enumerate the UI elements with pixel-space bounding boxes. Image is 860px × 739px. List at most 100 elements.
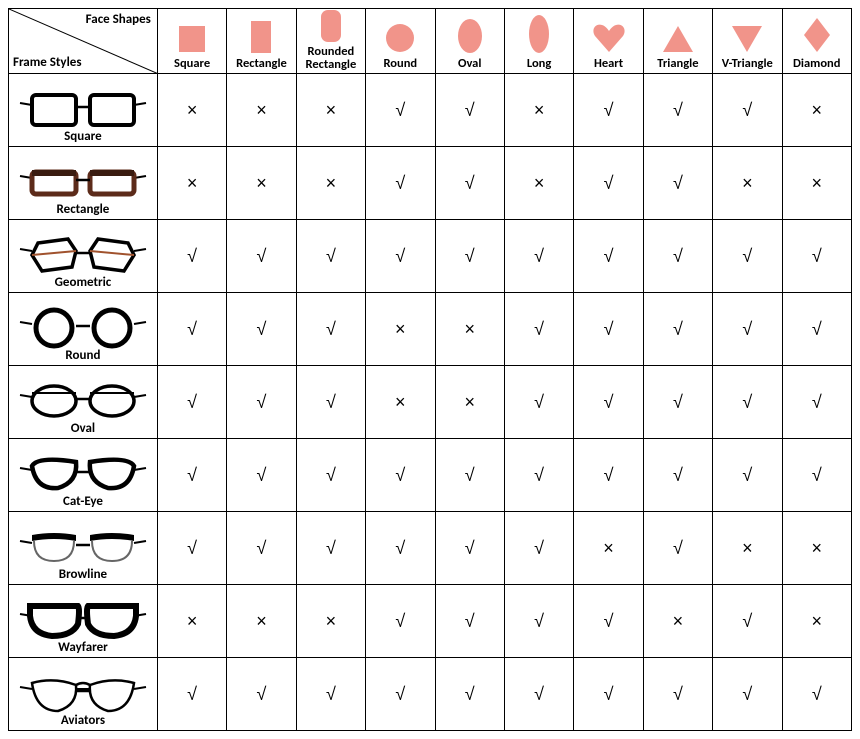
cell-aviators-triangle: √ <box>643 658 712 731</box>
col-head-rounded_rectangle: RoundedRectangle <box>296 9 365 74</box>
cell-geometric-triangle: √ <box>643 220 712 293</box>
row-head-aviators: Aviators <box>9 658 158 731</box>
col-head-diamond: Diamond <box>782 9 851 74</box>
cell-cateye-rounded_rectangle: √ <box>296 439 365 512</box>
cell-round-vtriangle: √ <box>713 293 782 366</box>
v-triangle-shape-icon <box>730 24 764 54</box>
cell-aviators-diamond: √ <box>782 658 851 731</box>
cell-square-rectangle: × <box>227 74 296 147</box>
frame-wayfarer-icon <box>18 598 148 642</box>
cell-cateye-triangle: √ <box>643 439 712 512</box>
cell-aviators-rounded_rectangle: √ <box>296 658 365 731</box>
heart-shape-icon <box>592 22 626 54</box>
corner-top-label: Face Shapes <box>86 12 151 27</box>
cell-square-vtriangle: √ <box>713 74 782 147</box>
cell-geometric-round: √ <box>366 220 435 293</box>
cell-wayfarer-vtriangle: √ <box>713 585 782 658</box>
row-head-square: Square <box>9 74 158 147</box>
cell-geometric-heart: √ <box>574 220 643 293</box>
frame-browline-icon <box>18 525 148 569</box>
cell-aviators-long: √ <box>504 658 573 731</box>
cell-square-round: √ <box>366 74 435 147</box>
cell-square-rounded_rectangle: × <box>296 74 365 147</box>
cell-browline-diamond: × <box>782 512 851 585</box>
col-label: Heart <box>594 56 623 71</box>
frame-geometric-icon <box>18 233 148 277</box>
cell-geometric-square: √ <box>157 220 226 293</box>
frame-round-icon <box>18 306 148 350</box>
cell-cateye-round: √ <box>366 439 435 512</box>
cell-oval-oval: × <box>435 366 504 439</box>
cell-wayfarer-rounded_rectangle: × <box>296 585 365 658</box>
cell-oval-rectangle: √ <box>227 366 296 439</box>
cell-round-long: √ <box>504 293 573 366</box>
cell-round-heart: √ <box>574 293 643 366</box>
long-oval-shape-icon <box>527 14 551 54</box>
corner-bottom-label: Frame Styles <box>13 55 82 70</box>
cell-round-round: × <box>366 293 435 366</box>
cell-wayfarer-long: √ <box>504 585 573 658</box>
cell-rectangle-round: √ <box>366 147 435 220</box>
col-head-rectangle: Rectangle <box>227 9 296 74</box>
square-shape-icon <box>177 24 207 54</box>
col-label: Diamond <box>793 56 840 71</box>
cell-wayfarer-diamond: × <box>782 585 851 658</box>
cell-cateye-oval: √ <box>435 439 504 512</box>
col-label: Triangle <box>657 56 698 71</box>
corner-cell: Face Shapes Frame Styles <box>9 9 158 74</box>
cell-wayfarer-oval: √ <box>435 585 504 658</box>
cell-oval-square: √ <box>157 366 226 439</box>
rectangle-shape-icon <box>248 20 274 54</box>
frame-cateye-icon <box>18 452 148 496</box>
frame-square-icon <box>18 87 148 131</box>
cell-geometric-vtriangle: √ <box>713 220 782 293</box>
cell-rectangle-square: × <box>157 147 226 220</box>
cell-round-square: √ <box>157 293 226 366</box>
cell-rectangle-heart: √ <box>574 147 643 220</box>
diamond-shape-icon <box>802 16 832 54</box>
cell-geometric-diamond: √ <box>782 220 851 293</box>
cell-oval-rounded_rectangle: √ <box>296 366 365 439</box>
col-head-vtriangle: V-Triangle <box>713 9 782 74</box>
col-label: Oval <box>458 56 481 71</box>
row-head-rectangle: Rectangle <box>9 147 158 220</box>
cell-square-heart: √ <box>574 74 643 147</box>
cell-round-rectangle: √ <box>227 293 296 366</box>
cell-browline-triangle: √ <box>643 512 712 585</box>
row-head-cateye: Cat-Eye <box>9 439 158 512</box>
cell-rectangle-long: × <box>504 147 573 220</box>
cell-oval-triangle: √ <box>643 366 712 439</box>
frame-label: Square <box>64 129 102 144</box>
circle-shape-icon <box>384 22 416 54</box>
col-label: Round <box>383 56 417 71</box>
cell-rectangle-oval: √ <box>435 147 504 220</box>
cell-browline-heart: × <box>574 512 643 585</box>
frame-label: Round <box>65 348 100 363</box>
cell-oval-long: √ <box>504 366 573 439</box>
cell-oval-round: × <box>366 366 435 439</box>
cell-cateye-vtriangle: √ <box>713 439 782 512</box>
cell-cateye-square: √ <box>157 439 226 512</box>
frame-label: Geometric <box>55 275 112 290</box>
frame-oval-icon <box>18 379 148 423</box>
cell-browline-square: √ <box>157 512 226 585</box>
cell-browline-rectangle: √ <box>227 512 296 585</box>
col-head-triangle: Triangle <box>643 9 712 74</box>
col-label: RoundedRectangle <box>306 45 357 71</box>
cell-cateye-diamond: √ <box>782 439 851 512</box>
cell-aviators-square: √ <box>157 658 226 731</box>
frame-label: Browline <box>59 567 107 582</box>
cell-oval-heart: √ <box>574 366 643 439</box>
cell-aviators-vtriangle: √ <box>713 658 782 731</box>
cell-cateye-rectangle: √ <box>227 439 296 512</box>
cell-geometric-oval: √ <box>435 220 504 293</box>
frame-rectangle-icon <box>18 160 148 204</box>
cell-round-rounded_rectangle: √ <box>296 293 365 366</box>
cell-geometric-rounded_rectangle: √ <box>296 220 365 293</box>
row-head-round: Round <box>9 293 158 366</box>
col-head-oval: Oval <box>435 9 504 74</box>
cell-oval-vtriangle: √ <box>713 366 782 439</box>
cell-rectangle-vtriangle: × <box>713 147 782 220</box>
cell-cateye-long: √ <box>504 439 573 512</box>
col-label: Rectangle <box>236 56 287 71</box>
